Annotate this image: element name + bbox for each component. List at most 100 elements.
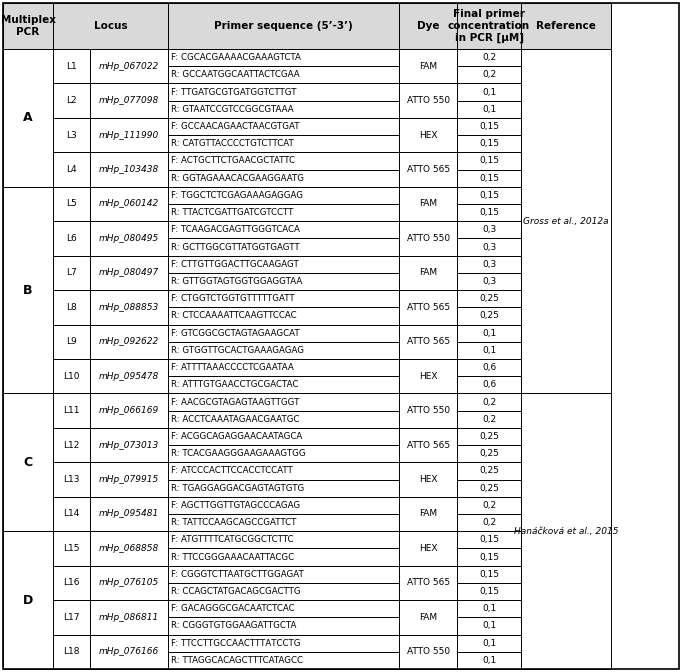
Text: R: GGTAGAAACACGAAGGAATG: R: GGTAGAAACACGAAGGAATG — [171, 173, 304, 183]
Bar — [399, 497, 457, 532]
Text: F: TGGCTCTCGAGAAAGAGGAG: F: TGGCTCTCGAGAAAGAGGAG — [171, 191, 303, 200]
Bar — [457, 3, 521, 49]
Bar — [168, 514, 399, 532]
Text: 0,25: 0,25 — [479, 449, 499, 458]
Text: 0,2: 0,2 — [482, 415, 496, 424]
Bar — [168, 393, 399, 411]
Text: 0,3: 0,3 — [482, 260, 496, 269]
Bar — [399, 359, 457, 393]
Bar — [53, 255, 89, 290]
Bar — [89, 49, 168, 83]
Text: mHp_060142: mHp_060142 — [99, 200, 159, 208]
Text: mHp_068858: mHp_068858 — [99, 544, 159, 553]
Text: L5: L5 — [66, 200, 76, 208]
Text: L15: L15 — [63, 544, 80, 553]
Bar — [168, 480, 399, 497]
Text: 0,15: 0,15 — [479, 139, 499, 149]
Bar — [168, 445, 399, 462]
Text: L11: L11 — [63, 406, 80, 415]
Bar — [53, 118, 89, 153]
Bar — [168, 411, 399, 428]
Bar — [457, 393, 521, 411]
Text: 0,2: 0,2 — [482, 518, 496, 527]
Text: Dye: Dye — [417, 21, 439, 31]
Text: 0,1: 0,1 — [482, 329, 496, 337]
Bar — [53, 49, 89, 83]
Bar — [53, 634, 89, 669]
Bar — [168, 187, 399, 204]
Text: mHp_067022: mHp_067022 — [99, 62, 159, 71]
Bar — [53, 187, 89, 221]
Text: R: TATTCCAAGCAGCCGATTCT: R: TATTCCAAGCAGCCGATTCT — [171, 518, 296, 527]
Text: mHp_111990: mHp_111990 — [99, 130, 159, 140]
Text: Locus: Locus — [93, 21, 128, 31]
Text: F: ATTTTAAACCCCTCGAATAA: F: ATTTTAAACCCCTCGAATAA — [171, 363, 294, 372]
Bar — [399, 566, 457, 600]
Text: 0,2: 0,2 — [482, 53, 496, 62]
Bar — [457, 290, 521, 307]
Bar — [399, 49, 457, 83]
Bar — [168, 67, 399, 83]
Text: F: ATCCCACTTCCACCTCCATT: F: ATCCCACTTCCACCTCCATT — [171, 466, 293, 476]
Text: mHp_079915: mHp_079915 — [99, 475, 159, 484]
Bar — [53, 497, 89, 532]
Text: mHp_077098: mHp_077098 — [99, 96, 159, 105]
Bar — [457, 359, 521, 376]
Bar — [168, 83, 399, 101]
Bar — [457, 239, 521, 255]
Text: mHp_073013: mHp_073013 — [99, 441, 159, 450]
Text: HEX: HEX — [419, 130, 437, 140]
Bar — [3, 3, 53, 49]
Text: Reference: Reference — [536, 21, 596, 31]
Bar — [3, 532, 53, 669]
Text: F: TTCCTTGCCAACTTTАТCCTG: F: TTCCTTGCCAACTTTАТCCTG — [171, 638, 301, 648]
Bar — [457, 273, 521, 290]
Bar — [168, 634, 399, 652]
Text: 0,25: 0,25 — [479, 294, 499, 303]
Bar — [89, 325, 168, 359]
Bar — [168, 239, 399, 255]
Bar — [168, 118, 399, 135]
Bar — [399, 393, 457, 428]
Bar — [457, 221, 521, 239]
Bar — [457, 325, 521, 342]
Bar — [457, 411, 521, 428]
Bar — [457, 101, 521, 118]
Bar — [89, 566, 168, 600]
Text: R: ACCTCAAATAGAACGAATGC: R: ACCTCAAATAGAACGAATGC — [171, 415, 299, 424]
Text: R: GTAATCCGTCCGGCGTAAA: R: GTAATCCGTCCGGCGTAAA — [171, 105, 293, 114]
Text: L6: L6 — [66, 234, 76, 243]
Text: L8: L8 — [66, 303, 76, 312]
Bar — [3, 49, 53, 187]
Bar — [53, 566, 89, 600]
Text: ATTO 565: ATTO 565 — [406, 303, 449, 312]
Bar — [168, 342, 399, 359]
Text: F: ACTGCTTCTGAACGCTATTC: F: ACTGCTTCTGAACGCTATTC — [171, 157, 295, 165]
Text: L18: L18 — [63, 647, 80, 657]
Bar — [89, 83, 168, 118]
Text: 0,15: 0,15 — [479, 536, 499, 544]
Text: Gross et al., 2012a: Gross et al., 2012a — [523, 217, 609, 226]
Bar — [89, 532, 168, 566]
Bar — [168, 3, 399, 49]
Bar — [521, 393, 611, 669]
Text: R: CTCCAAAATTCAAGTTCCAC: R: CTCCAAAATTCAAGTTCCAC — [171, 311, 297, 321]
Text: 0,6: 0,6 — [482, 363, 496, 372]
Bar — [457, 566, 521, 583]
Bar — [168, 548, 399, 566]
Text: 0,15: 0,15 — [479, 587, 499, 596]
Text: L3: L3 — [66, 130, 76, 140]
Text: 0,1: 0,1 — [482, 656, 496, 665]
Text: Multiplex
PCR: Multiplex PCR — [1, 15, 55, 37]
Text: 0,1: 0,1 — [482, 105, 496, 114]
Text: 0,1: 0,1 — [482, 87, 496, 97]
Bar — [457, 204, 521, 221]
Text: R: CGGGTGTGGAAGATTGCTA: R: CGGGTGTGGAAGATTGCTA — [171, 622, 296, 630]
Bar — [168, 325, 399, 342]
Bar — [457, 428, 521, 445]
Text: 0,3: 0,3 — [482, 225, 496, 235]
Text: F: AACGCGTAGAGTAAGTTGGT: F: AACGCGTAGAGTAAGTTGGT — [171, 398, 299, 407]
Text: mHp_095478: mHp_095478 — [99, 372, 159, 381]
Text: 0,25: 0,25 — [479, 466, 499, 476]
Bar — [89, 428, 168, 462]
